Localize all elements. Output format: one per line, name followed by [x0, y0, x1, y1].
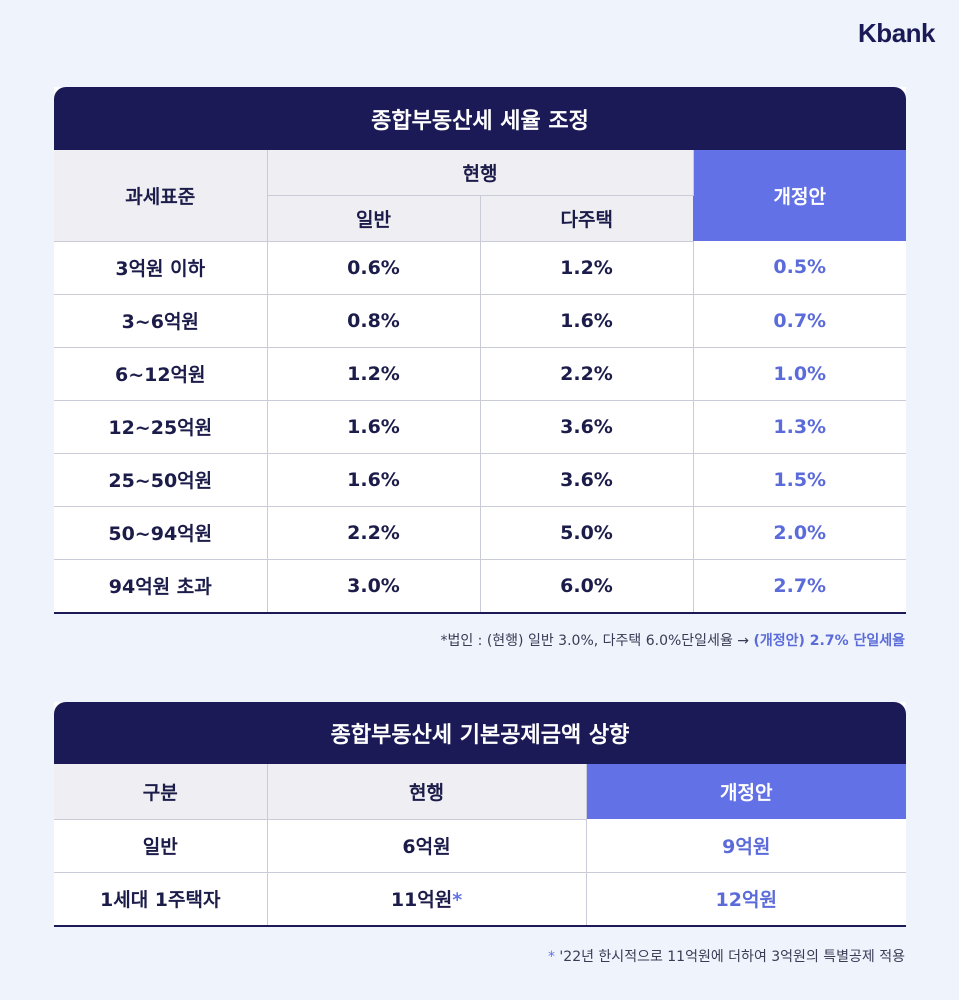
- bracket-cell: 12~25억원: [54, 400, 268, 454]
- special-deduction-footnote: * '22년 한시적으로 11억원에 더하여 3억원의 특별공제 적용: [548, 946, 905, 966]
- general-rate-cell: 1.6%: [267, 453, 481, 507]
- tax-rate-title: 종합부동산세 세율 조정: [54, 87, 906, 150]
- general-rate-cell: 1.6%: [267, 400, 481, 454]
- general-rate-cell: 2.2%: [267, 506, 481, 560]
- bracket-cell: 6~12억원: [54, 347, 268, 401]
- bracket-cell: 25~50억원: [54, 453, 268, 507]
- deduction-title: 종합부동산세 기본공제금액 상향: [54, 702, 906, 764]
- revised-rate-cell: 2.0%: [693, 506, 906, 560]
- bracket-cell: 94억원 초과: [54, 559, 268, 612]
- general-rate-cell: 3.0%: [267, 559, 481, 612]
- revised-rate-cell: 0.7%: [693, 294, 906, 348]
- deduction-table: 구분 현행 개정안 일반 6억원 9억원 1세대 1주택자 11억원* 12억원: [54, 764, 906, 925]
- current-amount: 11억원: [390, 889, 453, 912]
- multi-rate-cell: 3.6%: [480, 400, 694, 454]
- header-revised: 개정안: [586, 764, 906, 819]
- revised-rate-cell: 2.7%: [773, 574, 827, 597]
- table-row: 12~25억원 1.6% 3.6% 1.3%: [54, 400, 906, 454]
- header-category: 구분: [54, 764, 268, 820]
- revised-amount-cell: 9억원: [586, 819, 906, 873]
- corporate-footnote: *법인 : (현행) 일반 3.0%, 다주택 6.0%단일세율 → (개정안)…: [440, 630, 905, 650]
- multi-rate-cell: 2.2%: [480, 347, 694, 401]
- deduction-card: 종합부동산세 기본공제금액 상향 구분 현행 개정안 일반 6억원 9억원 1세…: [54, 702, 906, 927]
- bracket-cell: 50~94억원: [54, 506, 268, 560]
- revised-rate-cell: 0.5%: [693, 241, 906, 295]
- revised-rate-cell: 1.0%: [693, 347, 906, 401]
- revised-rate-cell: 1.3%: [693, 400, 906, 454]
- revised-rate-cell: 1.5%: [693, 453, 906, 507]
- bracket-cell: 3억원 이하: [54, 241, 268, 295]
- general-rate-cell: 0.8%: [267, 294, 481, 348]
- multi-rate-cell: 5.0%: [480, 506, 694, 560]
- tax-rate-card: 종합부동산세 세율 조정 과세표준 현행 개정안 일반 다주택 3억원 이하 0…: [54, 87, 906, 614]
- footnote-text: *법인 : (현행) 일반 3.0%, 다주택 6.0%단일세율 →: [440, 633, 754, 649]
- table-row: 25~50억원 1.6% 3.6% 1.5%: [54, 453, 906, 507]
- multi-rate-cell: 6.0%: [480, 559, 694, 612]
- multi-rate-cell: 3.6%: [480, 453, 694, 507]
- current-amount: 6억원: [402, 836, 451, 858]
- tax-rate-table: 과세표준 현행 개정안 일반 다주택 3억원 이하 0.6% 1.2% 0.5%…: [54, 150, 906, 612]
- footnote-asterisk: *: [547, 949, 555, 965]
- header-revised: 개정안: [693, 150, 906, 241]
- kbank-logo: Kbank: [858, 18, 935, 48]
- general-rate-cell: 0.6%: [267, 241, 481, 295]
- header-general: 일반: [267, 195, 481, 242]
- table-row: 일반 6억원 9억원: [54, 819, 906, 873]
- table-row: 50~94억원 2.2% 5.0% 2.0%: [54, 506, 906, 560]
- table-row: 3~6억원 0.8% 1.6% 0.7%: [54, 294, 906, 348]
- bracket-cell: 3~6억원: [54, 294, 268, 348]
- general-rate-cell: 1.2%: [267, 347, 481, 401]
- table-row: 1세대 1주택자 11억원* 12억원: [54, 872, 906, 925]
- table-row: 94억원 초과 3.0% 6.0% 2.7%: [54, 559, 906, 612]
- multi-rate-cell: 1.2%: [480, 241, 694, 295]
- footnote-revised-text: (개정안) 2.7% 단일세율: [753, 633, 905, 649]
- category-cell: 1세대 1주택자: [54, 872, 268, 925]
- header-tax-base: 과세표준: [54, 150, 268, 242]
- header-current: 현행: [267, 150, 694, 196]
- header-current: 현행: [267, 764, 587, 820]
- footnote-text: '22년 한시적으로 11억원에 더하여 3억원의 특별공제 적용: [554, 949, 905, 965]
- asterisk-mark: *: [452, 889, 463, 912]
- table-row: 6~12억원 1.2% 2.2% 1.0%: [54, 347, 906, 401]
- revised-amount-cell: 12억원: [715, 889, 777, 912]
- current-amount-cell: 6억원: [267, 819, 587, 873]
- header-multi-home: 다주택: [480, 195, 693, 242]
- current-amount-cell: 11억원*: [267, 872, 587, 925]
- category-cell: 일반: [54, 819, 268, 873]
- multi-rate-cell: 1.6%: [480, 294, 694, 348]
- table-row: 3억원 이하 0.6% 1.2% 0.5%: [54, 241, 906, 295]
